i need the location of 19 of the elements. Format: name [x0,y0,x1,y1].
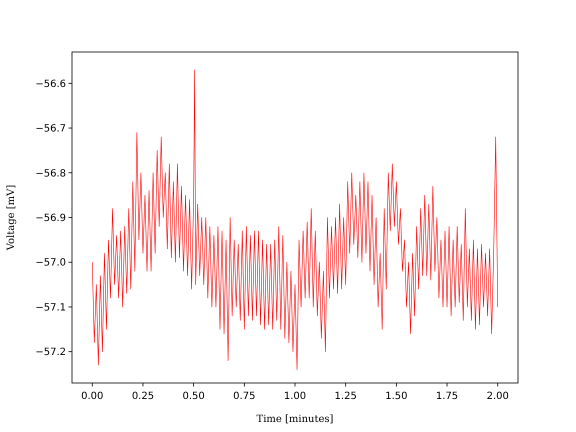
y-tick-label: −56.8 [35,168,66,180]
y-tick-label: −56.9 [35,213,66,224]
y-tick-label: −56.6 [35,78,66,90]
x-tick-label: 0.75 [233,391,256,402]
y-tick-label: −57.2 [35,347,66,358]
y-tick-label: −56.7 [35,124,66,135]
x-tick-label: 1.75 [436,391,458,402]
x-tick-label: 0.00 [81,391,104,402]
y-axis-title: Voltage [mV] [6,184,17,252]
x-tick-label: 1.00 [284,391,306,402]
x-tick-label: 1.50 [385,391,408,402]
y-tick-label: −57.0 [35,258,66,269]
x-tick-label: 0.25 [132,391,154,402]
x-tick-label: 2.00 [486,391,509,402]
x-axis-title: Time [minutes] [256,414,334,425]
x-tick-label: 1.25 [334,391,357,402]
x-tick-label: 0.50 [182,391,205,402]
y-tick-label: −57.1 [35,302,66,314]
line-series [92,70,498,370]
